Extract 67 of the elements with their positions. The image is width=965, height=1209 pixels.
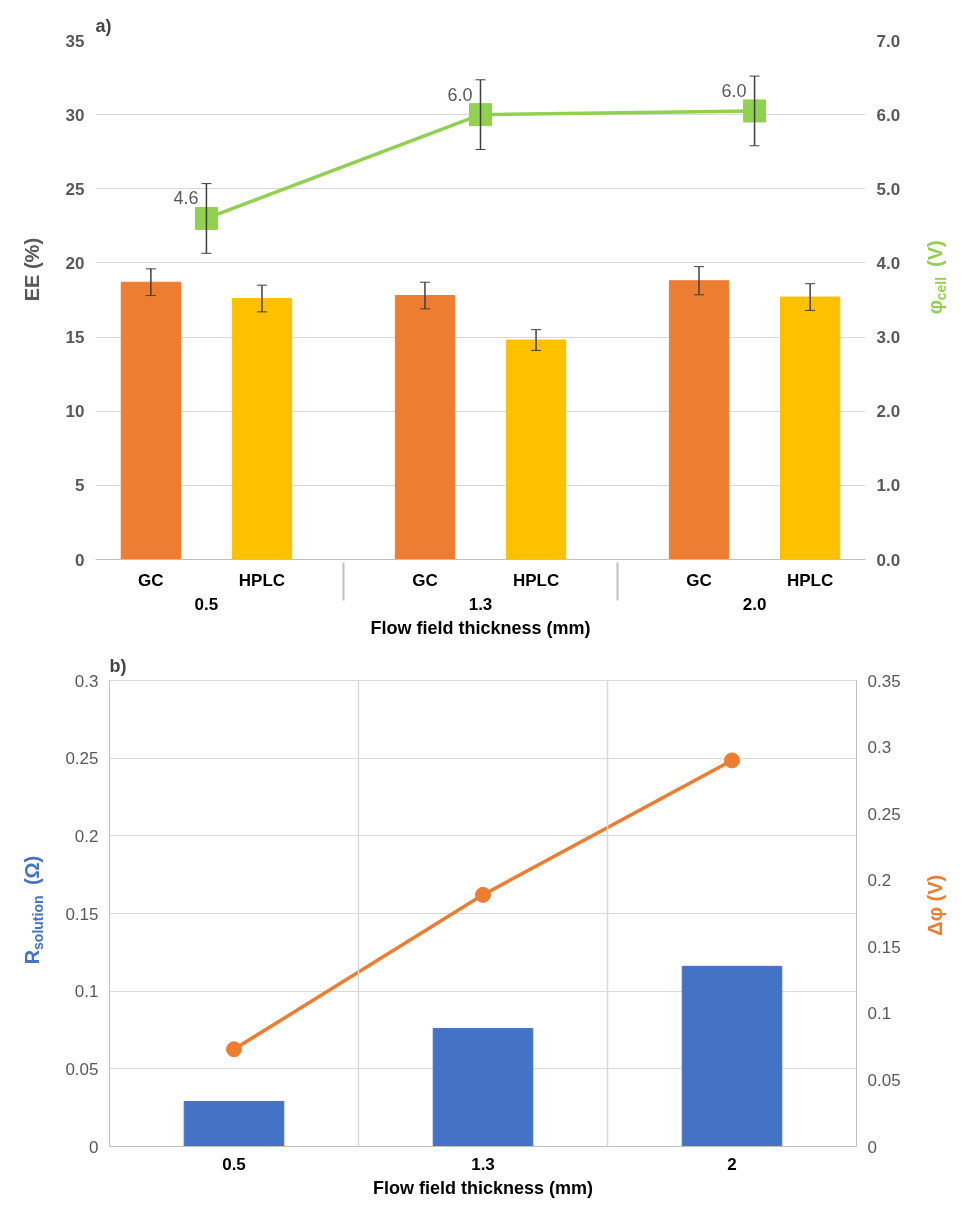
chart-title: a) — [95, 15, 112, 36]
y2-tick-label: 0 — [867, 1137, 877, 1157]
point — [194, 206, 218, 230]
point — [743, 99, 767, 123]
text: HPLC — [512, 570, 560, 590]
bar — [183, 1100, 285, 1147]
y-tick-label: 20 — [65, 253, 85, 273]
y2-tick-label: 6.0 — [876, 105, 901, 125]
bar — [432, 1027, 534, 1147]
data-label: 6.0 — [721, 80, 747, 101]
x-axis-title: Flow field thickness (mm) — [370, 617, 591, 638]
x-tick-label: 1.3 — [471, 1154, 495, 1174]
y2-tick-label: 0.25 — [867, 804, 901, 824]
y-tick-label: 0.3 — [74, 671, 99, 691]
y2-tick-label: 2.0 — [876, 402, 901, 422]
y-tick-label: 5 — [75, 476, 85, 496]
y2-tick-label: 4.0 — [876, 253, 901, 273]
x-tick-label: 2.0 — [742, 594, 767, 614]
y-tick-label: 0 — [89, 1137, 99, 1157]
series-label: GC — [138, 570, 164, 590]
x-tick-label: 0.5 — [222, 1154, 246, 1174]
point — [724, 752, 740, 769]
text: GC — [412, 570, 438, 590]
y2-tick-label: 0.05 — [867, 1070, 901, 1090]
y-tick-label: 25 — [65, 179, 85, 199]
data-label: 4.6 — [173, 188, 199, 209]
y-tick-label: 0.25 — [65, 749, 99, 769]
point — [226, 1041, 242, 1058]
bar — [681, 965, 783, 1147]
text: GC — [686, 570, 712, 590]
y-tick-label: 0.05 — [65, 1059, 99, 1079]
chart-title: b) — [109, 655, 127, 676]
y2-tick-label: 0.3 — [867, 738, 892, 758]
y-tick-label: 35 — [65, 31, 85, 51]
y2-tick-label: 0.1 — [867, 1004, 892, 1024]
y-tick-label: 30 — [65, 105, 85, 125]
y2-axis-title: Δφ (V) — [923, 874, 946, 936]
x-axis-title: Flow field thickness (mm) — [372, 1177, 594, 1198]
y-axis-title: EE (%) — [20, 237, 43, 302]
bar — [394, 295, 456, 560]
data-label: 6.0 — [447, 84, 473, 105]
y2-tick-label: 0.0 — [876, 550, 901, 570]
y2-tick-label: 1.0 — [876, 476, 901, 496]
bar — [668, 280, 730, 560]
x-tick-label: 1.3 — [468, 594, 493, 614]
y2-tick-label: 0.15 — [867, 937, 901, 957]
y2-tick-label: 0.35 — [867, 671, 901, 691]
y-tick-label: 10 — [65, 402, 85, 422]
point — [475, 886, 491, 903]
y-tick-label: 0.2 — [74, 826, 99, 846]
x-tick-label: 2 — [727, 1154, 737, 1174]
y-tick-label: 0.1 — [74, 982, 99, 1002]
x-tick-label: 0.5 — [194, 594, 219, 614]
point — [469, 103, 492, 127]
bar — [120, 281, 181, 560]
text: HPLC — [786, 570, 834, 590]
y2-tick-label: 3.0 — [876, 328, 901, 348]
bar — [505, 339, 567, 560]
y2-tick-label: 0.2 — [867, 871, 892, 891]
series-label: HPLC — [238, 570, 286, 590]
bar — [231, 298, 293, 560]
y-tick-label: 15 — [65, 328, 85, 348]
bar — [780, 296, 841, 560]
y2-tick-label: 5.0 — [876, 179, 901, 199]
y-tick-label: 0.15 — [65, 904, 99, 924]
y2-tick-label: 7.0 — [876, 31, 901, 51]
y-tick-label: 0 — [75, 550, 85, 570]
